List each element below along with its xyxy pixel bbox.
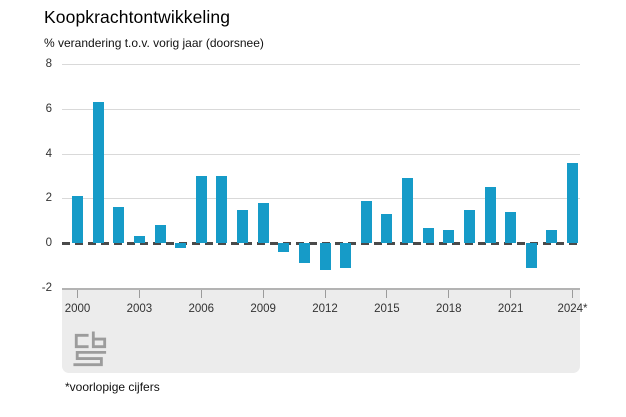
bar-2005[interactable] bbox=[175, 243, 187, 248]
x-tick-2012 bbox=[324, 290, 326, 298]
bar-2006[interactable] bbox=[195, 176, 207, 244]
bar-2024[interactable] bbox=[567, 162, 578, 244]
chart-title: Koopkrachtontwikkeling bbox=[44, 7, 231, 27]
bar-2001[interactable] bbox=[92, 102, 104, 244]
plot-area bbox=[62, 64, 580, 288]
cbs-logo-b bbox=[91, 331, 107, 349]
x-axis-label-2012: 2012 bbox=[312, 303, 338, 315]
y-axis-label-6: 6 bbox=[45, 102, 52, 115]
x-tick-2003 bbox=[138, 290, 140, 298]
bar-2015[interactable] bbox=[381, 214, 393, 244]
bar-2009[interactable] bbox=[257, 202, 269, 244]
footnote: *voorlopige cijfers bbox=[65, 380, 160, 394]
bar-2022[interactable] bbox=[525, 243, 537, 268]
gridline-2 bbox=[62, 198, 580, 200]
x-axis-label-2024: 2024* bbox=[557, 303, 588, 315]
cbs-logo bbox=[73, 331, 107, 367]
gridline-4 bbox=[62, 153, 580, 155]
y-axis-label-0: 0 bbox=[45, 237, 52, 250]
bar-2018[interactable] bbox=[443, 229, 455, 244]
bar-2011[interactable] bbox=[298, 243, 310, 264]
bar-2007[interactable] bbox=[216, 176, 228, 244]
x-tick-2006 bbox=[200, 290, 202, 298]
gridline-6 bbox=[62, 108, 580, 110]
y-axis-label--2: -2 bbox=[41, 282, 52, 294]
x-tick-2015 bbox=[386, 290, 388, 298]
bar-2016[interactable] bbox=[402, 178, 413, 244]
y-axis-label-4: 4 bbox=[45, 147, 52, 160]
cbs-logo-s bbox=[73, 350, 107, 367]
bar-2019[interactable] bbox=[463, 209, 475, 244]
bar-2003[interactable] bbox=[133, 236, 145, 244]
y-axis-label-2: 2 bbox=[45, 192, 52, 205]
bar-2017[interactable] bbox=[422, 227, 434, 244]
chart-subtitle: % verandering t.o.v. vorig jaar (doorsne… bbox=[44, 36, 264, 50]
bar-2021[interactable] bbox=[505, 211, 517, 244]
x-tick-2000 bbox=[77, 290, 78, 298]
bar-2010[interactable] bbox=[278, 243, 290, 253]
bar-2013[interactable] bbox=[340, 243, 352, 268]
gridline-8 bbox=[62, 64, 580, 65]
bar-2000[interactable] bbox=[72, 196, 83, 244]
bar-2004[interactable] bbox=[154, 225, 166, 244]
x-tick-2021 bbox=[510, 290, 512, 298]
x-axis-label-2021: 2021 bbox=[497, 303, 524, 315]
x-axis-label-2009: 2009 bbox=[250, 303, 276, 315]
y-axis-label-8: 8 bbox=[45, 58, 52, 70]
bar-2008[interactable] bbox=[237, 209, 248, 244]
x-axis-label-2000: 2000 bbox=[64, 303, 91, 315]
x-axis-band: 2000 2003 2006 2009 2012 2015 2018 2021 2024* bbox=[62, 288, 588, 373]
bar-2012[interactable] bbox=[319, 243, 331, 271]
x-tick-2018 bbox=[448, 290, 450, 298]
bar-2020[interactable] bbox=[484, 187, 496, 244]
x-tick-2024 bbox=[572, 290, 573, 298]
cbs-logo-c bbox=[74, 333, 89, 349]
x-tick-2009 bbox=[262, 290, 264, 298]
bar-2014[interactable] bbox=[360, 200, 372, 244]
x-axis-label-2003: 2003 bbox=[126, 303, 153, 315]
x-axis-label-2006: 2006 bbox=[188, 303, 215, 315]
bar-2002[interactable] bbox=[113, 207, 125, 244]
x-axis-label-2015: 2015 bbox=[374, 303, 400, 315]
bar-2023[interactable] bbox=[546, 229, 558, 244]
x-axis-label-2018: 2018 bbox=[435, 303, 462, 315]
